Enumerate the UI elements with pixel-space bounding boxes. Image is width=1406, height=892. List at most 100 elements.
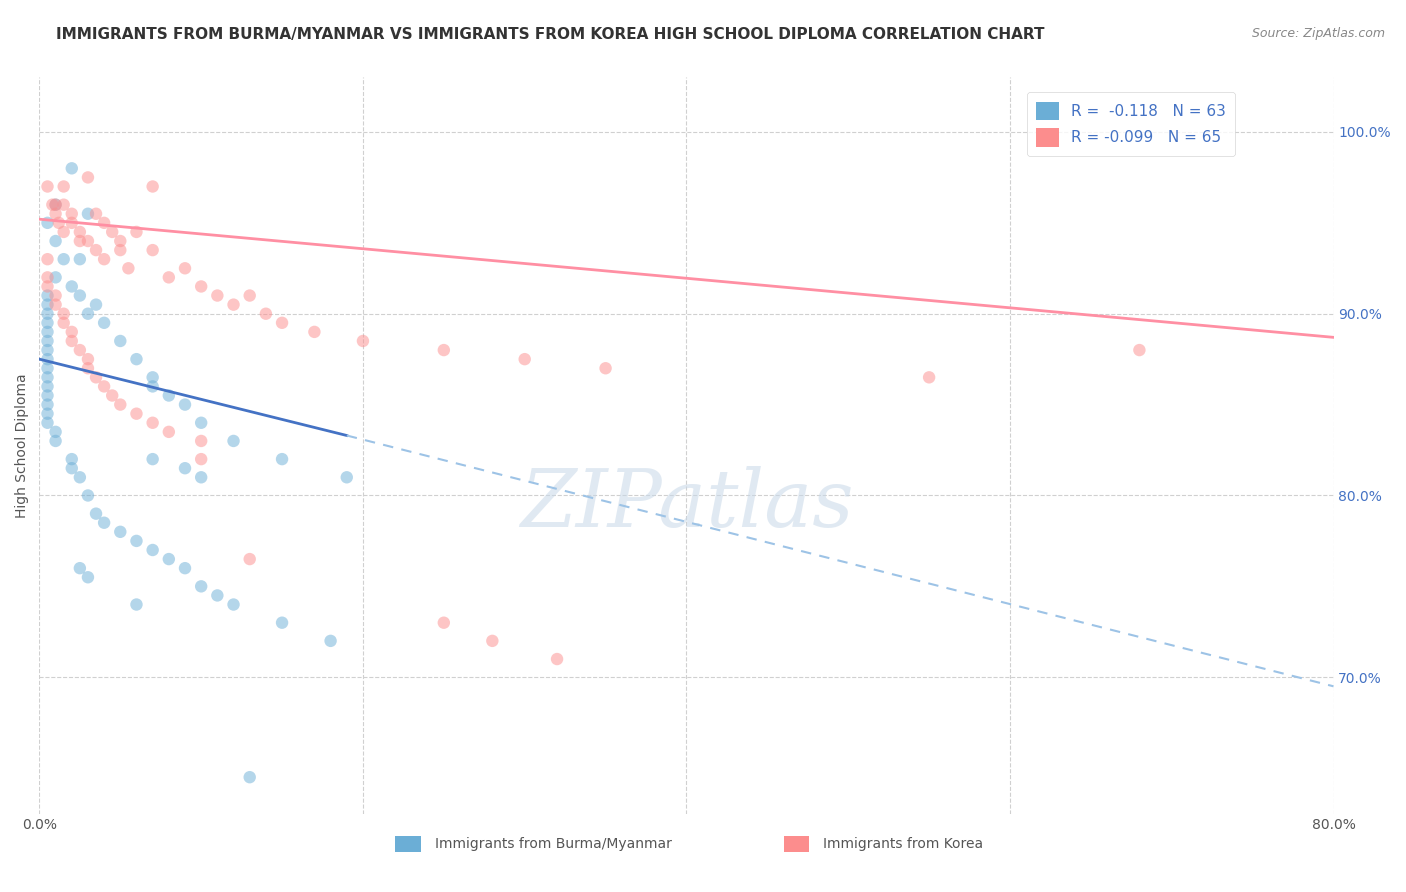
Point xyxy=(37,270,59,285)
Point xyxy=(60,334,83,348)
Point xyxy=(190,470,212,484)
Text: Immigrants from Burma/Myanmar: Immigrants from Burma/Myanmar xyxy=(434,837,672,851)
Point xyxy=(52,307,75,321)
Point xyxy=(77,307,100,321)
Point xyxy=(60,452,83,467)
Point xyxy=(125,225,148,239)
Point xyxy=(84,207,107,221)
Point xyxy=(157,270,180,285)
Point xyxy=(37,298,59,312)
Point xyxy=(37,388,59,402)
Point xyxy=(110,398,132,412)
Point xyxy=(69,225,91,239)
Point xyxy=(481,633,503,648)
Point xyxy=(45,270,67,285)
Point xyxy=(37,179,59,194)
Text: ZIPatlas: ZIPatlas xyxy=(520,466,853,543)
Point xyxy=(93,316,115,330)
Point xyxy=(319,633,342,648)
Point xyxy=(513,352,536,367)
Point xyxy=(52,225,75,239)
Point xyxy=(125,407,148,421)
Point xyxy=(37,352,59,367)
Point xyxy=(190,579,212,593)
Point xyxy=(45,298,67,312)
Point xyxy=(125,533,148,548)
Point xyxy=(60,325,83,339)
Point xyxy=(271,615,294,630)
Point xyxy=(60,216,83,230)
Point xyxy=(93,516,115,530)
Point xyxy=(60,279,83,293)
Point xyxy=(60,207,83,221)
Point xyxy=(37,398,59,412)
Point xyxy=(239,288,262,302)
Point xyxy=(157,425,180,439)
Point xyxy=(918,370,941,384)
Point xyxy=(271,452,294,467)
Point xyxy=(52,252,75,267)
Point xyxy=(142,370,165,384)
Point xyxy=(142,379,165,393)
Point xyxy=(239,770,262,784)
Point xyxy=(77,352,100,367)
Point xyxy=(84,243,107,257)
Point xyxy=(37,307,59,321)
Point xyxy=(48,216,70,230)
Point xyxy=(69,288,91,302)
Point xyxy=(157,388,180,402)
Point xyxy=(45,197,67,211)
Point xyxy=(37,216,59,230)
Point xyxy=(77,488,100,502)
Y-axis label: High School Diploma: High School Diploma xyxy=(15,373,30,517)
Point xyxy=(45,434,67,448)
Point xyxy=(254,307,277,321)
Point xyxy=(52,197,75,211)
Point xyxy=(190,416,212,430)
Point xyxy=(546,652,568,666)
Point xyxy=(101,225,124,239)
Point xyxy=(37,416,59,430)
Point xyxy=(190,279,212,293)
Text: Source: ZipAtlas.com: Source: ZipAtlas.com xyxy=(1251,27,1385,40)
Point xyxy=(37,343,59,357)
Point xyxy=(45,234,67,248)
Point xyxy=(41,197,63,211)
Point xyxy=(45,425,67,439)
Point xyxy=(239,552,262,566)
Point xyxy=(174,461,197,475)
Point xyxy=(84,507,107,521)
Point xyxy=(93,379,115,393)
Point xyxy=(142,416,165,430)
Point xyxy=(142,243,165,257)
Point xyxy=(60,161,83,176)
Point xyxy=(207,288,229,302)
Point xyxy=(37,379,59,393)
Point xyxy=(77,207,100,221)
Point xyxy=(110,334,132,348)
Point xyxy=(207,589,229,603)
Point xyxy=(69,343,91,357)
Point xyxy=(125,598,148,612)
Point xyxy=(77,570,100,584)
Point xyxy=(352,334,374,348)
Point xyxy=(110,234,132,248)
Point xyxy=(222,434,245,448)
Point xyxy=(69,470,91,484)
Point xyxy=(174,261,197,276)
Point xyxy=(37,288,59,302)
Point xyxy=(125,352,148,367)
Point xyxy=(37,370,59,384)
Point xyxy=(142,452,165,467)
Point xyxy=(60,461,83,475)
Point xyxy=(110,243,132,257)
Point xyxy=(37,334,59,348)
Point xyxy=(37,252,59,267)
Point xyxy=(190,452,212,467)
Point xyxy=(84,370,107,384)
Text: Immigrants from Korea: Immigrants from Korea xyxy=(823,837,983,851)
Point xyxy=(37,361,59,376)
Point xyxy=(69,561,91,575)
Point xyxy=(117,261,139,276)
Point xyxy=(69,234,91,248)
